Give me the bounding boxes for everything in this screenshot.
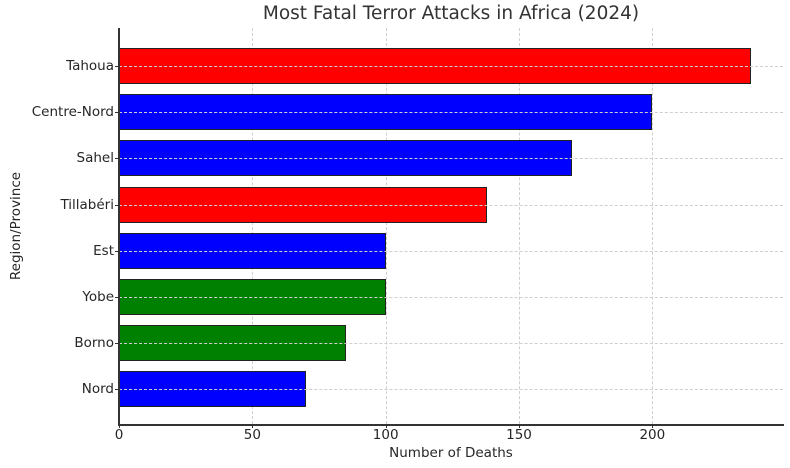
y-gridline	[119, 250, 783, 252]
y-gridline	[119, 389, 783, 391]
x-gridline	[252, 28, 254, 424]
x-gridline	[519, 28, 520, 424]
y-tick-mark	[115, 250, 119, 252]
plot-area	[115, 28, 783, 424]
y-tick-label: Tillabéri	[60, 196, 114, 213]
y-tick-label: Nord	[81, 381, 114, 398]
x-tick-label: 200	[639, 427, 666, 443]
y-tick-mark	[115, 66, 119, 67]
y-tick-mark	[115, 343, 119, 345]
y-gridline	[119, 66, 783, 67]
x-tick-label: 0	[114, 427, 124, 443]
x-gridline	[652, 28, 654, 424]
x-gridline	[385, 28, 387, 424]
x-tick-mark	[519, 424, 520, 428]
y-gridline	[119, 158, 783, 160]
y-tick-label: Est	[93, 242, 114, 259]
x-tick-label: 150	[506, 427, 532, 443]
y-axis-label: Region/Province	[8, 171, 24, 281]
x-tick-label: 50	[243, 427, 261, 443]
y-axis-line	[118, 28, 120, 425]
y-gridline	[119, 297, 783, 298]
x-tick-mark	[385, 424, 387, 428]
y-tick-mark	[115, 389, 119, 391]
y-tick-mark	[115, 297, 119, 298]
x-tick-label: 100	[372, 427, 399, 443]
y-tick-label: Centre-Nord	[31, 104, 114, 121]
y-tick-label: Sahel	[76, 150, 114, 167]
x-tick-mark	[119, 424, 120, 428]
x-axis-line	[118, 424, 784, 426]
y-tick-mark	[115, 204, 119, 206]
x-tick-mark	[652, 424, 654, 428]
y-tick-label: Yobe	[82, 289, 114, 305]
y-tick-label: Borno	[74, 335, 114, 352]
y-tick-label: Tahoua	[66, 58, 114, 74]
chart-title: Most Fatal Terror Attacks in Africa (202…	[262, 3, 640, 24]
y-gridline	[119, 343, 783, 345]
y-tick-mark	[115, 112, 119, 114]
y-tick-mark	[115, 158, 119, 160]
y-gridline	[119, 204, 783, 206]
x-tick-mark	[252, 424, 254, 428]
y-gridline	[119, 112, 783, 114]
x-axis-label: Number of Deaths	[389, 445, 513, 461]
